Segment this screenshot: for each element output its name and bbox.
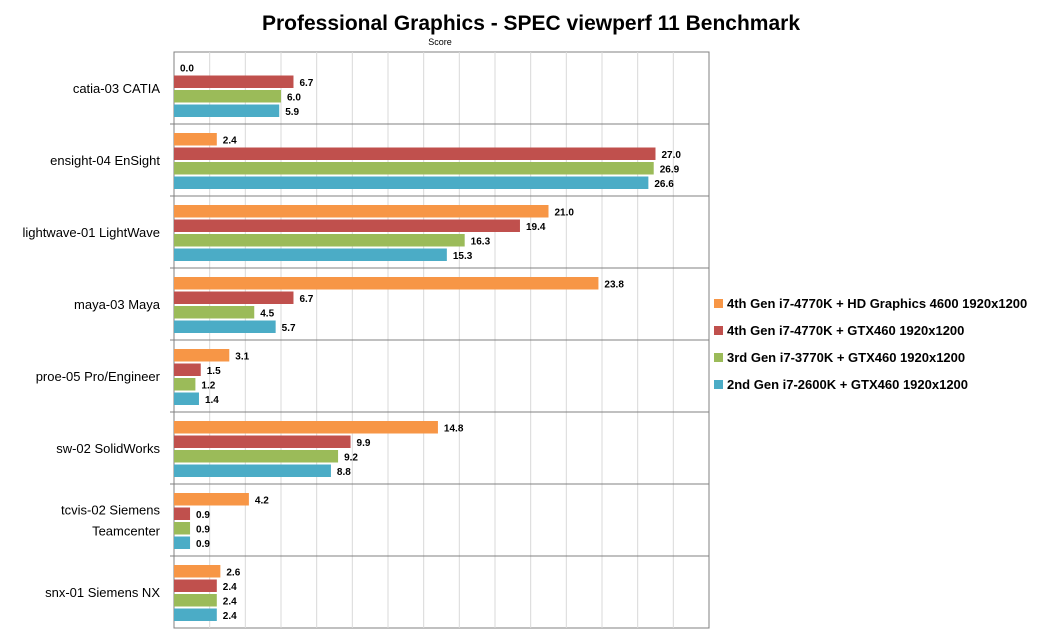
- bar: [174, 219, 520, 232]
- data-label: 27.0: [662, 150, 682, 161]
- bar: [174, 450, 339, 463]
- data-label: 2.4: [223, 582, 237, 593]
- data-label: 23.8: [604, 279, 624, 290]
- category-label: proe-05 Pro/Engineer: [36, 369, 161, 384]
- bar: [174, 608, 217, 621]
- bar: [174, 248, 447, 261]
- legend-label: 4th Gen i7-4770K + GTX460 1920x1200: [727, 323, 965, 338]
- data-label: 0.0: [180, 63, 194, 74]
- category-label: Teamcenter: [92, 524, 161, 539]
- data-label: 4.2: [255, 495, 269, 506]
- bar: [174, 75, 294, 88]
- bar: [174, 579, 217, 592]
- bar: [174, 104, 280, 117]
- bar: [174, 147, 656, 160]
- data-label: 26.9: [660, 164, 680, 175]
- bar: [174, 594, 217, 607]
- bar: [174, 435, 351, 448]
- legend-label: 4th Gen i7-4770K + HD Graphics 4600 1920…: [727, 296, 1028, 311]
- bar: [174, 176, 649, 189]
- data-label: 5.7: [282, 323, 296, 334]
- bar: [174, 493, 249, 506]
- data-label: 9.9: [357, 438, 371, 449]
- legend-item: 2nd Gen i7-2600K + GTX460 1920x1200: [714, 371, 1027, 398]
- bar: [174, 392, 199, 405]
- legend-item: 4th Gen i7-4770K + HD Graphics 4600 1920…: [714, 290, 1027, 317]
- bar: [174, 277, 599, 290]
- category-label: catia-03 CATIA: [73, 81, 161, 96]
- data-label: 1.4: [205, 395, 219, 406]
- bar: [174, 162, 654, 175]
- category-label: ensight-04 EnSight: [50, 153, 160, 168]
- category-label: sw-02 SolidWorks: [56, 441, 160, 456]
- data-label: 4.5: [260, 308, 274, 319]
- data-label: 9.2: [344, 452, 358, 463]
- bar: [174, 349, 230, 362]
- data-label: 0.9: [196, 539, 210, 550]
- bar: [174, 536, 191, 549]
- bar: [174, 133, 217, 146]
- data-label: 0.9: [196, 524, 210, 535]
- category-label: tcvis-02 Siemens: [61, 503, 160, 518]
- data-label: 1.5: [207, 366, 221, 377]
- data-label: 2.4: [223, 611, 237, 622]
- data-label: 2.6: [226, 567, 240, 578]
- legend-swatch: [714, 380, 723, 389]
- legend-swatch: [714, 299, 723, 308]
- data-label: 26.6: [654, 179, 674, 190]
- data-label: 6.7: [299, 78, 313, 89]
- bar: [174, 320, 276, 333]
- category-label: maya-03 Maya: [74, 297, 161, 312]
- data-label: 21.0: [555, 207, 575, 218]
- chart-title: Professional Graphics - SPEC viewperf 11…: [261, 12, 801, 35]
- bar: [174, 522, 191, 535]
- bar: [174, 234, 465, 247]
- chart-legend: 4th Gen i7-4770K + HD Graphics 4600 1920…: [714, 290, 1027, 398]
- category-label: snx-01 Siemens NX: [45, 585, 160, 600]
- bar: [174, 378, 196, 391]
- bar: [174, 464, 331, 477]
- legend-label: 3rd Gen i7-3770K + GTX460 1920x1200: [727, 350, 966, 365]
- bar: [174, 306, 255, 319]
- legend-item: 3rd Gen i7-3770K + GTX460 1920x1200: [714, 344, 1027, 371]
- data-label: 0.9: [196, 510, 210, 521]
- category-label: lightwave-01 LightWave: [22, 225, 160, 240]
- data-label: 2.4: [223, 135, 237, 146]
- data-label: 8.8: [337, 467, 351, 478]
- bar: [174, 363, 201, 376]
- data-label: 15.3: [453, 251, 473, 262]
- data-label: 6.0: [287, 92, 301, 103]
- chart-subtitle: Score: [428, 37, 452, 47]
- bar: [174, 565, 221, 578]
- data-label: 5.9: [285, 107, 299, 118]
- bar: [174, 90, 281, 103]
- legend-item: 4th Gen i7-4770K + GTX460 1920x1200: [714, 317, 1027, 344]
- data-label: 2.4: [223, 596, 237, 607]
- legend-swatch: [714, 353, 723, 362]
- data-label: 3.1: [235, 351, 249, 362]
- data-label: 14.8: [444, 423, 464, 434]
- bar: [174, 291, 294, 304]
- legend-swatch: [714, 326, 723, 335]
- bar: [174, 205, 549, 218]
- data-label: 19.4: [526, 222, 546, 233]
- data-label: 6.7: [299, 294, 313, 305]
- data-label: 1.2: [201, 380, 215, 391]
- data-label: 16.3: [471, 236, 491, 247]
- legend-label: 2nd Gen i7-2600K + GTX460 1920x1200: [727, 377, 969, 392]
- bar: [174, 421, 438, 434]
- bar: [174, 507, 191, 520]
